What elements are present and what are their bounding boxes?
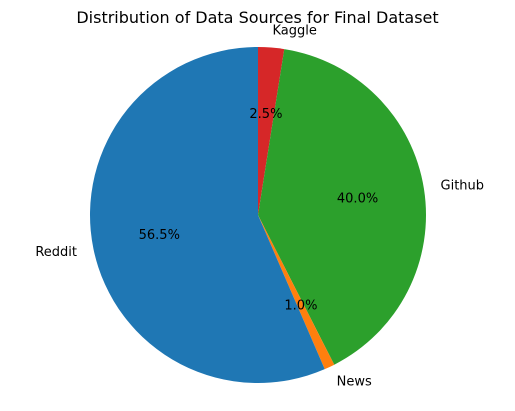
slice-label-reddit: Reddit bbox=[35, 245, 77, 260]
pie-slice-kaggle bbox=[258, 47, 285, 215]
pie-labels: Kaggle 2.5% Github 40.0% News 1.0% Reddit 56.5% bbox=[35, 23, 484, 389]
pie-slices bbox=[89, 47, 426, 384]
slice-percent-github: 40.0% bbox=[337, 192, 378, 207]
slice-percent-kaggle: 2.5% bbox=[249, 107, 282, 122]
chart-title: Distribution of Data Sources for Final D… bbox=[76, 8, 438, 27]
slice-percent-news: 1.0% bbox=[284, 299, 317, 314]
slice-label-github: Github bbox=[441, 179, 485, 194]
pie-slice-github bbox=[258, 49, 426, 365]
slice-label-kaggle: Kaggle bbox=[272, 23, 316, 38]
slice-label-news: News bbox=[337, 375, 372, 390]
pie-slice-news bbox=[258, 215, 335, 370]
slice-percent-reddit: 56.5% bbox=[139, 228, 180, 243]
pie-slice-reddit bbox=[89, 47, 325, 384]
